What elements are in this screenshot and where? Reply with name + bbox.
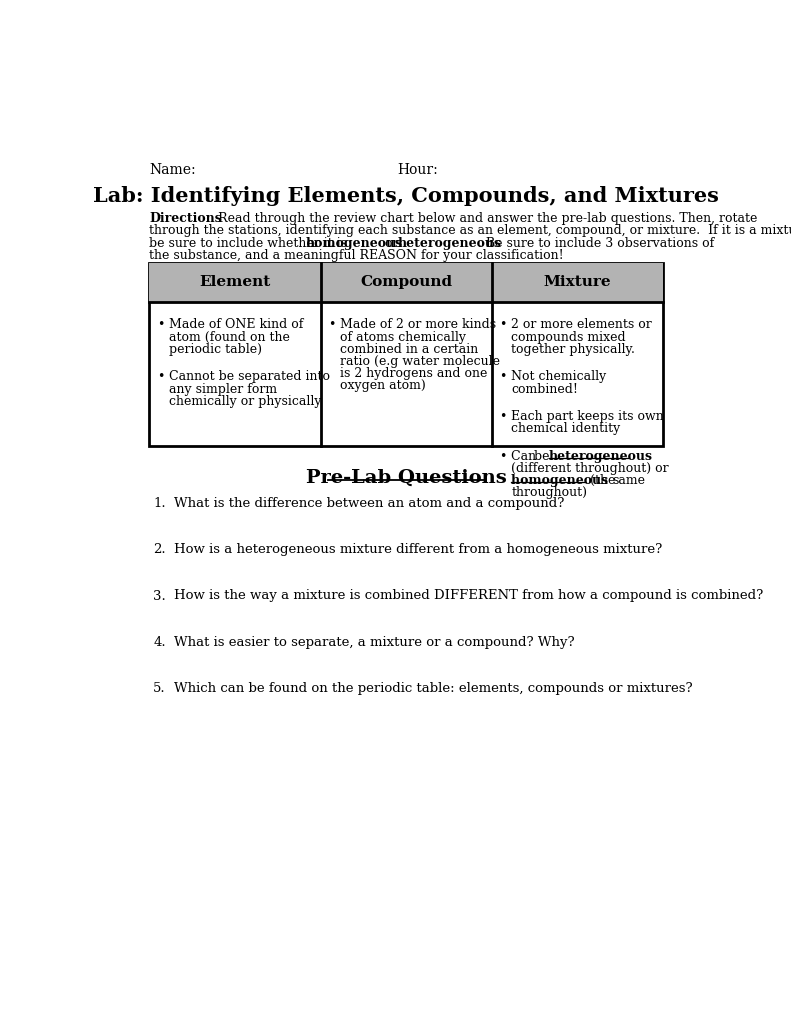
Bar: [492, 263, 663, 301]
Text: What is easier to separate, a mixture or a compound? Why?: What is easier to separate, a mixture or…: [174, 636, 575, 648]
Text: combined in a certain: combined in a certain: [340, 343, 478, 355]
Text: Hour:: Hour:: [397, 163, 438, 177]
Text: •: •: [500, 318, 507, 332]
Text: What is the difference between an atom and a compound?: What is the difference between an atom a…: [174, 497, 565, 510]
Text: 2.: 2.: [153, 544, 166, 556]
Text: the substance, and a meaningful REASON for your classification!: the substance, and a meaningful REASON f…: [149, 249, 564, 262]
Text: atom (found on the: atom (found on the: [168, 331, 290, 344]
Text: •: •: [500, 371, 507, 383]
Text: 5.: 5.: [153, 682, 166, 695]
Text: (the: (the: [590, 474, 619, 487]
Text: is 2 hydrogens and one: is 2 hydrogens and one: [340, 368, 487, 380]
Text: •: •: [500, 410, 507, 423]
Text: any simpler form: any simpler form: [168, 383, 277, 395]
Text: combined!: combined!: [511, 383, 578, 395]
Text: Made of 2 or more kinds: Made of 2 or more kinds: [340, 318, 496, 332]
Text: Lab: Identifying Elements, Compounds, and Mixtures: Lab: Identifying Elements, Compounds, an…: [93, 186, 719, 206]
Bar: [149, 263, 663, 445]
Text: 3.: 3.: [153, 590, 166, 602]
Text: heterogeneous: heterogeneous: [549, 450, 653, 463]
Text: :  Read through the review chart below and answer the pre-lab questions. Then, r: : Read through the review chart below an…: [206, 212, 757, 225]
Text: How is the way a mixture is combined DIFFERENT from how a compound is combined?: How is the way a mixture is combined DIF…: [174, 590, 763, 602]
Text: same: same: [612, 474, 645, 487]
Text: Pre-Lab Questions: Pre-Lab Questions: [306, 469, 506, 486]
Text: Which can be found on the periodic table: elements, compounds or mixtures?: Which can be found on the periodic table…: [174, 682, 693, 695]
Text: 4.: 4.: [153, 636, 166, 648]
Text: heterogeneous: heterogeneous: [549, 450, 653, 463]
Text: (different throughout) or: (different throughout) or: [511, 462, 669, 475]
Bar: [320, 263, 492, 301]
Text: 1.: 1.: [153, 497, 166, 510]
Text: or: or: [381, 237, 403, 250]
Text: through the stations, identifying each substance as an element, compound, or mix: through the stations, identifying each s…: [149, 224, 791, 238]
Text: •: •: [328, 318, 335, 332]
Bar: [149, 263, 320, 301]
Text: How is a heterogeneous mixture different from a homogeneous mixture?: How is a heterogeneous mixture different…: [174, 544, 662, 556]
Text: together physically.: together physically.: [511, 343, 635, 355]
Text: 2 or more elements or: 2 or more elements or: [511, 318, 652, 332]
Text: oxygen atom): oxygen atom): [340, 379, 426, 392]
Text: homogeneous: homogeneous: [511, 474, 613, 487]
Text: homogeneous: homogeneous: [306, 237, 403, 250]
Text: chemically or physically: chemically or physically: [168, 394, 321, 408]
Text: •: •: [157, 371, 165, 383]
Text: throughout): throughout): [511, 486, 587, 500]
Text: Not chemically: Not chemically: [511, 371, 607, 383]
Text: homogeneous: homogeneous: [511, 474, 608, 487]
Text: Can: Can: [511, 450, 540, 463]
Text: Name:: Name:: [149, 163, 196, 177]
Text: be: be: [534, 450, 553, 463]
Text: periodic table): periodic table): [168, 343, 262, 355]
Text: chemical identity: chemical identity: [511, 422, 620, 435]
Text: be sure to include whether it is: be sure to include whether it is: [149, 237, 351, 250]
Text: Each part keeps its own: Each part keeps its own: [511, 410, 664, 423]
Text: Directions: Directions: [149, 212, 222, 225]
Text: •: •: [157, 318, 165, 332]
Text: . Be sure to include 3 observations of: . Be sure to include 3 observations of: [479, 237, 715, 250]
Text: heterogeneous: heterogeneous: [398, 237, 501, 250]
Text: ratio (e.g water molecule: ratio (e.g water molecule: [340, 355, 500, 368]
Text: compounds mixed: compounds mixed: [511, 331, 626, 344]
Text: Cannot be separated into: Cannot be separated into: [168, 371, 330, 383]
Text: Compound: Compound: [360, 275, 452, 289]
Text: Made of ONE kind of: Made of ONE kind of: [168, 318, 303, 332]
Text: •: •: [500, 450, 507, 463]
Text: Element: Element: [199, 275, 271, 289]
Text: of atoms chemically: of atoms chemically: [340, 331, 466, 344]
Text: Mixture: Mixture: [543, 275, 611, 289]
